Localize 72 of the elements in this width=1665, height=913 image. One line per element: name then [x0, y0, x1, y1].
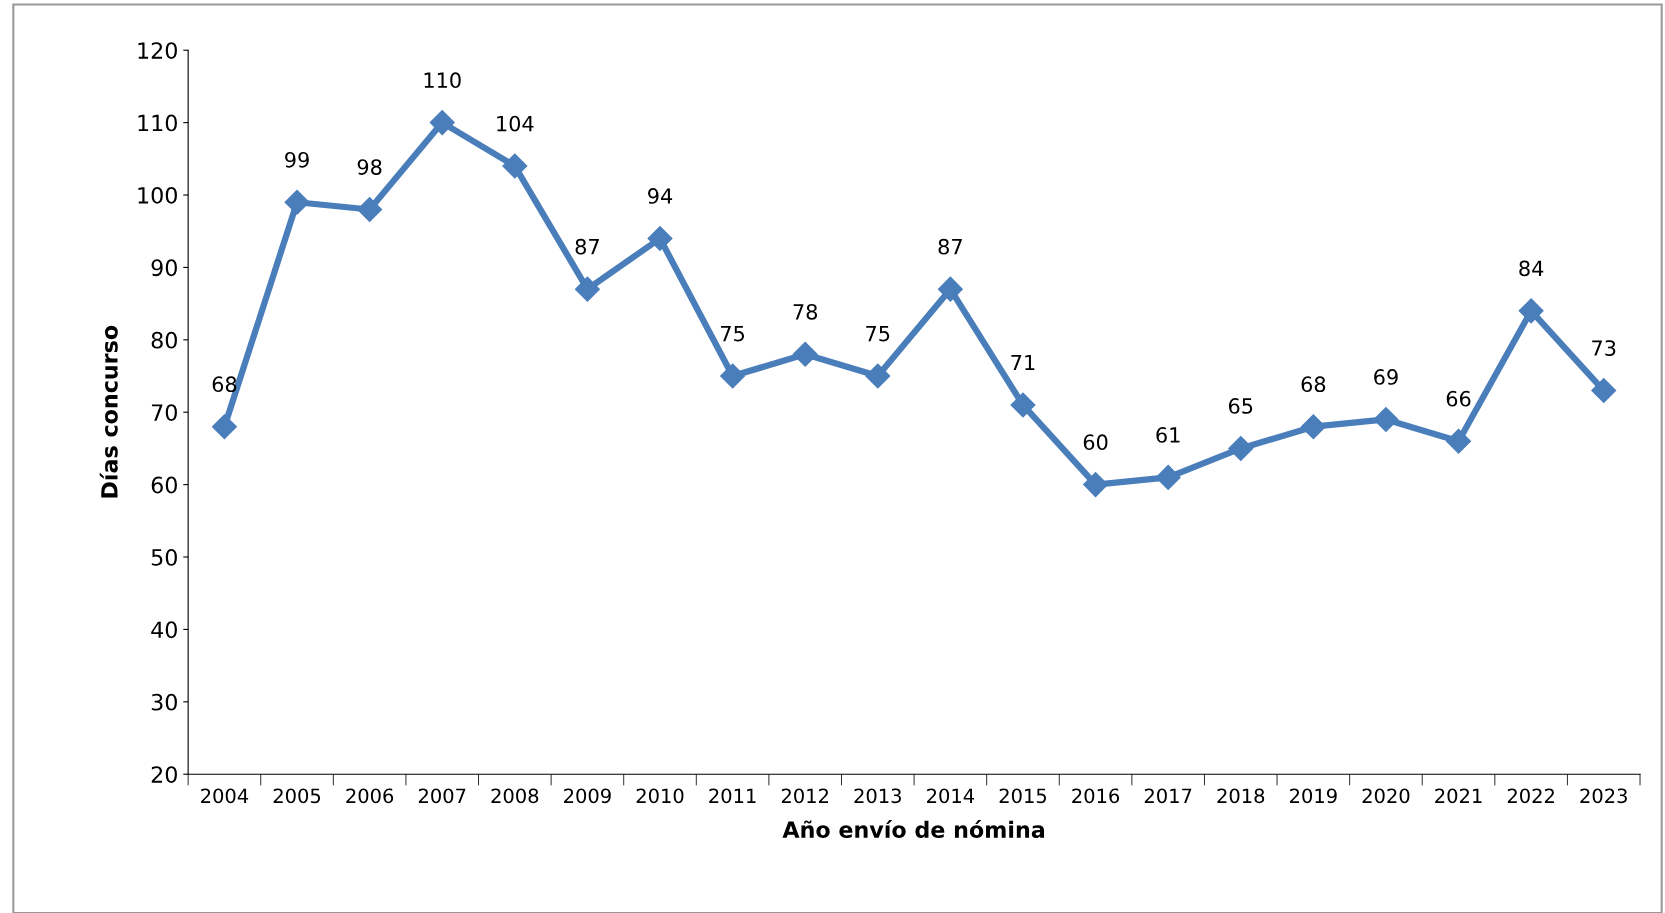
- data-label: 61: [1156, 427, 1180, 443]
- data-label: 65: [1228, 398, 1253, 414]
- y-tick-label: 70: [151, 404, 177, 421]
- x-tick-label: 2005: [273, 788, 321, 804]
- x-tick-label: 2021: [1435, 788, 1482, 804]
- x-tick-label: 2012: [781, 788, 828, 804]
- data-label: 75: [866, 325, 890, 342]
- data-label: 66: [1446, 390, 1471, 407]
- x-tick-label: 2018: [1217, 788, 1265, 804]
- data-label: 68: [1301, 376, 1326, 393]
- y-tick-label: 60: [151, 476, 177, 494]
- data-label: 84: [1519, 260, 1544, 277]
- point: [429, 110, 455, 136]
- data-label: 71: [1011, 354, 1035, 371]
- x-tick-label: 2022: [1507, 788, 1554, 804]
- x-tick-label: 2019: [1290, 788, 1337, 804]
- data-label: 87: [575, 238, 599, 255]
- x-tick-label: 2011: [709, 788, 756, 804]
- x-tick-label: 2016: [1072, 788, 1120, 804]
- point: [284, 189, 310, 215]
- y-tick-label: 110: [138, 114, 177, 132]
- data-label: 75: [721, 325, 745, 342]
- data-label: 99: [285, 151, 309, 168]
- point: [647, 225, 673, 251]
- data-label: 78: [793, 303, 818, 320]
- y-tick-label: 80: [151, 331, 177, 349]
- point: [1591, 378, 1617, 403]
- y-tick-label: 40: [151, 621, 177, 639]
- point: [1228, 435, 1254, 461]
- x-tick-label: 2008: [491, 788, 539, 804]
- x-tick-label: 2014: [927, 788, 975, 804]
- y-axis-title: Días concurso: [99, 325, 118, 498]
- x-tick-label: 2020: [1362, 788, 1410, 804]
- x-tick-label: 2017: [1144, 788, 1192, 804]
- y-tick-label: 20: [151, 766, 177, 783]
- point: [1518, 298, 1544, 324]
- y-tick-label: 50: [151, 548, 177, 566]
- y-tick-label: 100: [138, 186, 177, 204]
- data-label: 98: [357, 159, 382, 175]
- point: [865, 363, 891, 389]
- data-label: 69: [1374, 369, 1398, 385]
- point: [937, 276, 963, 302]
- x-tick-label: 2010: [636, 788, 684, 804]
- y-tick-label: 30: [151, 693, 177, 711]
- x-tick-label: 2023: [1580, 788, 1627, 804]
- y-tick-label: 120: [138, 42, 177, 59]
- point: [357, 197, 383, 222]
- point: [720, 363, 746, 389]
- point: [1083, 472, 1109, 498]
- data-label: 110: [424, 72, 461, 89]
- x-tick-label: 2006: [346, 788, 394, 804]
- point: [1446, 428, 1472, 454]
- point: [1300, 414, 1326, 440]
- x-tick-label: 2015: [999, 788, 1047, 804]
- point: [792, 341, 818, 367]
- x-tick-label: 2013: [854, 788, 901, 804]
- data-label: 87: [938, 238, 962, 255]
- x-tick-label: 2007: [418, 788, 466, 804]
- x-tick-label: 2004: [201, 788, 249, 804]
- y-tick-label: 90: [151, 259, 177, 277]
- point: [1155, 464, 1181, 490]
- x-axis-title: Año envío de nómina: [782, 819, 1045, 839]
- data-label: 104: [497, 115, 534, 132]
- data-label: 73: [1592, 340, 1616, 356]
- data-label: 60: [1083, 434, 1108, 451]
- data-label: 94: [648, 188, 673, 204]
- point: [574, 276, 600, 302]
- point: [211, 414, 237, 440]
- x-tick-label: 2009: [564, 788, 611, 804]
- point: [502, 153, 528, 179]
- point: [1373, 406, 1399, 432]
- point: [1010, 392, 1036, 418]
